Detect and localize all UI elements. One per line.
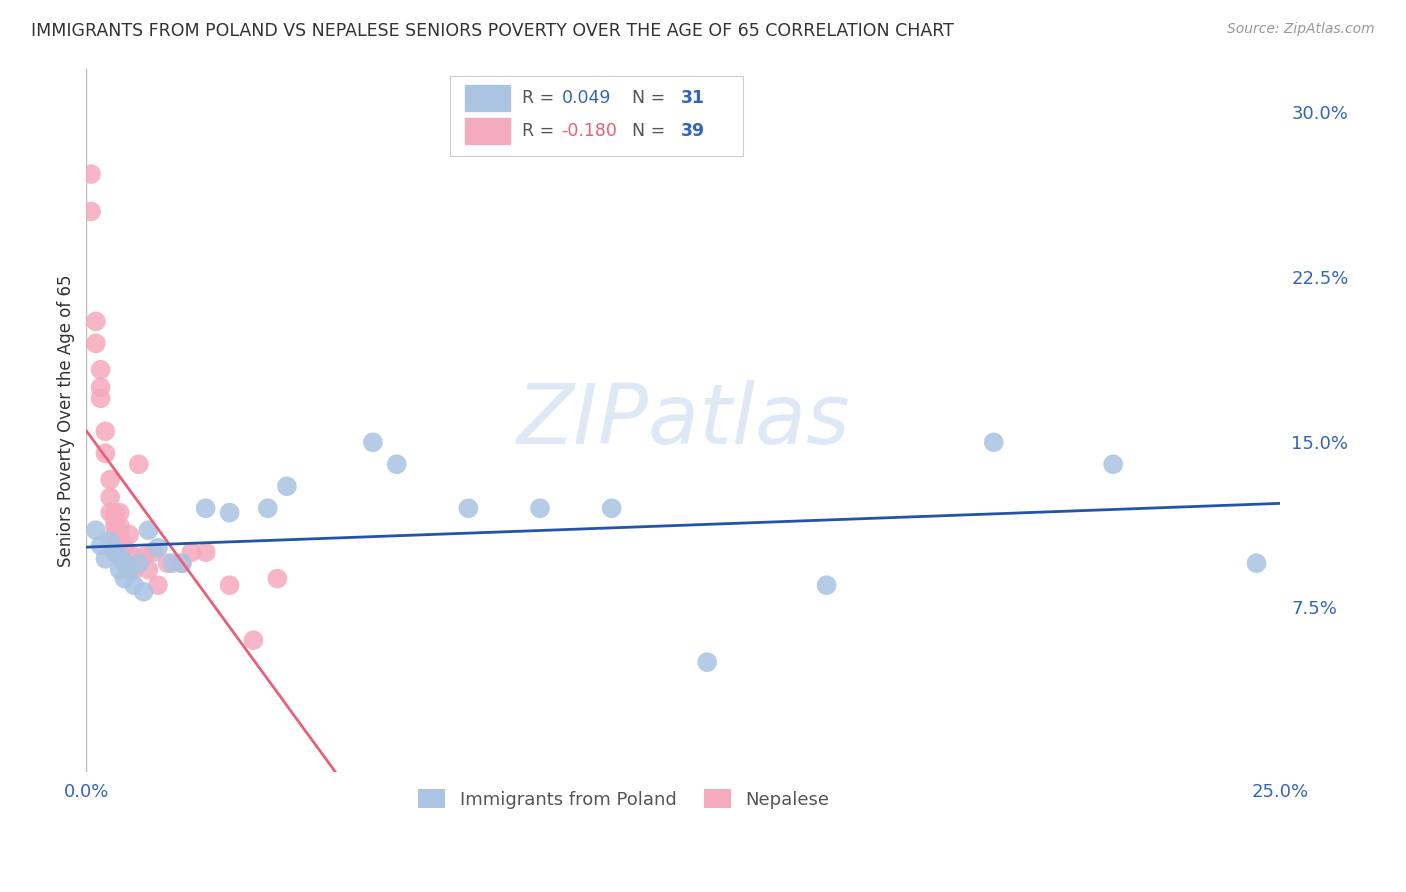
Point (84, 336, 107, 351)
Point (138, 523, 160, 537)
Y-axis label: Seniors Poverty Over the Age of 65: Seniors Poverty Over the Age of 65 (58, 274, 75, 566)
Text: 39: 39 (681, 122, 704, 140)
Point (180, 545, 202, 559)
Text: R =: R = (522, 122, 560, 140)
Point (170, 556, 193, 570)
Point (170, 556, 193, 570)
FancyBboxPatch shape (465, 86, 510, 111)
Point (114, 541, 136, 555)
Point (122, 549, 145, 564)
Point (122, 578, 145, 592)
Point (94, 446, 117, 460)
Point (529, 501, 551, 516)
Point (600, 501, 623, 516)
Point (90, 362, 112, 376)
Point (385, 457, 408, 471)
FancyBboxPatch shape (450, 76, 742, 156)
Point (983, 435, 1005, 450)
Point (361, 435, 384, 450)
Point (128, 556, 150, 570)
Point (104, 545, 127, 559)
Point (104, 518, 127, 533)
Point (80, 204, 103, 219)
Text: N =: N = (621, 122, 671, 140)
Point (276, 479, 298, 493)
Point (118, 563, 141, 577)
Point (84, 523, 107, 537)
Point (108, 545, 131, 559)
Text: R =: R = (522, 89, 560, 107)
Point (94, 551, 117, 566)
Point (108, 563, 131, 577)
Point (1246, 556, 1268, 570)
Point (114, 556, 136, 570)
Point (118, 527, 141, 541)
Point (138, 563, 160, 577)
Point (104, 512, 127, 526)
Point (90, 539, 112, 553)
Point (156, 556, 179, 570)
Point (108, 536, 131, 550)
Point (242, 633, 264, 648)
Text: IMMIGRANTS FROM POLAND VS NEPALESE SENIORS POVERTY OVER THE AGE OF 65 CORRELATIO: IMMIGRANTS FROM POLAND VS NEPALESE SENIO… (31, 22, 953, 40)
Point (90, 392, 112, 406)
Point (80, 167, 103, 181)
Point (146, 578, 169, 592)
Point (104, 506, 127, 520)
Point (108, 549, 131, 564)
Point (1102, 457, 1125, 471)
Point (90, 380, 112, 394)
Point (108, 506, 131, 520)
Point (218, 506, 240, 520)
Point (114, 556, 136, 570)
Point (108, 527, 131, 541)
Text: N =: N = (621, 89, 671, 107)
Text: 31: 31 (681, 89, 704, 107)
Point (132, 584, 155, 599)
Point (98, 473, 121, 487)
Point (104, 545, 127, 559)
Text: ZIPatlas: ZIPatlas (516, 380, 851, 461)
Text: -0.180: -0.180 (561, 122, 617, 140)
Point (132, 549, 155, 564)
Point (104, 527, 127, 541)
Point (98, 534, 121, 549)
Point (696, 655, 718, 669)
Point (162, 556, 184, 570)
Text: Source: ZipAtlas.com: Source: ZipAtlas.com (1227, 22, 1375, 37)
Point (218, 578, 240, 592)
Point (815, 578, 838, 592)
FancyBboxPatch shape (465, 119, 510, 144)
Point (108, 518, 131, 533)
Point (194, 545, 217, 559)
Point (146, 541, 169, 555)
Point (128, 457, 150, 471)
Legend: Immigrants from Poland, Nepalese: Immigrants from Poland, Nepalese (411, 782, 837, 816)
Point (194, 501, 217, 516)
Point (256, 501, 278, 516)
Point (84, 314, 107, 328)
Point (114, 572, 136, 586)
Point (266, 572, 288, 586)
Text: 0.049: 0.049 (561, 89, 612, 107)
Point (98, 506, 121, 520)
Point (457, 501, 479, 516)
Point (142, 545, 165, 559)
Point (94, 425, 117, 439)
Point (122, 563, 145, 577)
Point (98, 490, 121, 504)
